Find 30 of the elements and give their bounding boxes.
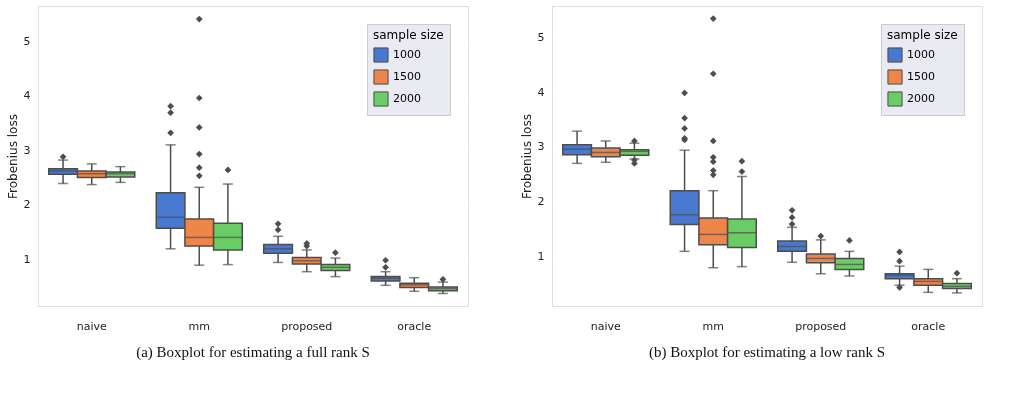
legend-label: 2000 — [907, 92, 935, 105]
text: (a) Boxplot for estimating a full rank S — [136, 344, 370, 361]
text: (b) Boxplot for estimating a low rank S — [648, 344, 886, 361]
legend-label: 2000 — [393, 92, 421, 105]
y-tick-label: 2 — [537, 195, 545, 209]
y-tick-label: 5 — [23, 34, 31, 48]
y-tick-label: 1 — [23, 252, 31, 266]
x-tick-label: naive — [590, 319, 621, 333]
legend-label: 1500 — [907, 70, 935, 83]
legend-label: 1000 — [907, 48, 935, 61]
y-tick-label: 4 — [537, 85, 545, 99]
x-tick-label: mm — [188, 319, 210, 333]
y-axis-title: Frobenius loss — [5, 114, 20, 199]
y-tick-label: 1 — [537, 249, 545, 263]
y-tick-label: 3 — [537, 140, 545, 154]
legend-label: 1000 — [393, 48, 421, 61]
y-tick-label: 3 — [23, 143, 31, 157]
x-tick-label: oracle — [911, 319, 946, 333]
y-tick-label: 4 — [23, 89, 31, 103]
legend-title: sample size — [373, 28, 444, 42]
x-tick-label: proposed — [795, 319, 847, 333]
x-tick-label: oracle — [397, 319, 432, 333]
legend-label: 1500 — [393, 70, 421, 83]
y-axis-title: Frobenius loss — [519, 114, 534, 199]
y-tick-label: 5 — [537, 31, 545, 45]
x-tick-label: naive — [76, 319, 107, 333]
y-tick-label: 2 — [23, 198, 31, 212]
x-tick-label: mm — [702, 319, 724, 333]
legend-title: sample size — [887, 28, 958, 42]
x-tick-label: proposed — [281, 319, 333, 333]
